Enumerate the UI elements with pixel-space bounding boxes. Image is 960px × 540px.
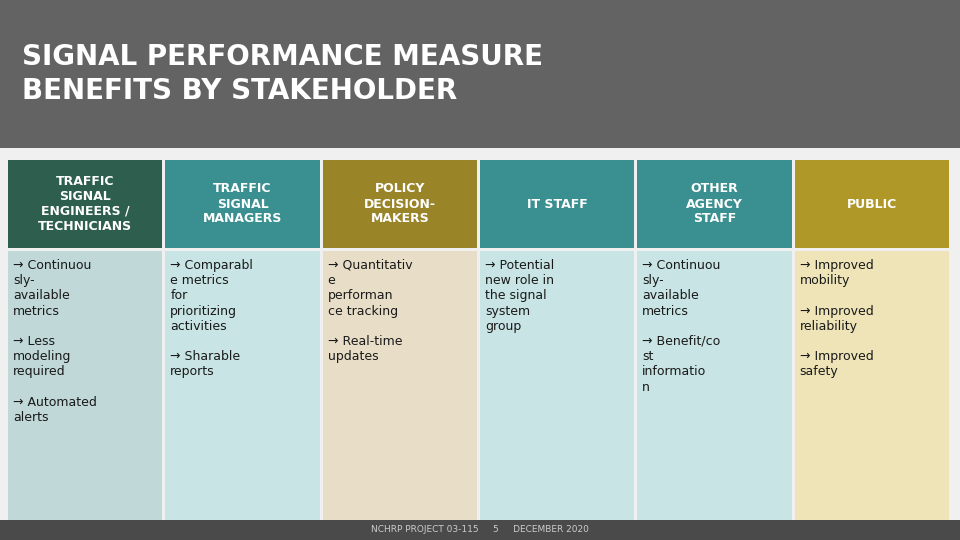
Text: → Potential
new role in
the signal
system
group: → Potential new role in the signal syste… <box>485 259 554 333</box>
FancyBboxPatch shape <box>480 160 635 248</box>
Text: SIGNAL PERFORMANCE MEASURE
BENEFITS BY STAKEHOLDER: SIGNAL PERFORMANCE MEASURE BENEFITS BY S… <box>22 43 543 105</box>
Text: POLICY
DECISION-
MAKERS: POLICY DECISION- MAKERS <box>364 183 436 226</box>
FancyBboxPatch shape <box>165 251 320 521</box>
Text: → Comparabl
e metrics
for
prioritizing
activities

→ Sharable
reports: → Comparabl e metrics for prioritizing a… <box>170 259 253 379</box>
FancyBboxPatch shape <box>0 0 960 148</box>
FancyBboxPatch shape <box>637 160 792 248</box>
FancyBboxPatch shape <box>323 251 477 521</box>
Text: TRAFFIC
SIGNAL
ENGINEERS /
TECHNICIANS: TRAFFIC SIGNAL ENGINEERS / TECHNICIANS <box>38 175 132 233</box>
FancyBboxPatch shape <box>480 251 635 521</box>
FancyBboxPatch shape <box>165 160 320 248</box>
FancyBboxPatch shape <box>323 160 477 248</box>
Text: → Quantitativ
e
performan
ce tracking

→ Real-time
updates: → Quantitativ e performan ce tracking → … <box>327 259 412 363</box>
FancyBboxPatch shape <box>795 160 949 248</box>
Text: OTHER
AGENCY
STAFF: OTHER AGENCY STAFF <box>686 183 743 226</box>
Text: → Continuou
sly-
available
metrics

→ Less
modeling
required

→ Automated
alerts: → Continuou sly- available metrics → Les… <box>13 259 97 424</box>
FancyBboxPatch shape <box>637 251 792 521</box>
Text: → Continuou
sly-
available
metrics

→ Benefit/co
st
informatio
n: → Continuou sly- available metrics → Ben… <box>642 259 721 394</box>
Text: PUBLIC: PUBLIC <box>847 198 897 211</box>
FancyBboxPatch shape <box>0 520 960 540</box>
Text: NCHRP PROJECT 03-115     5     DECEMBER 2020: NCHRP PROJECT 03-115 5 DECEMBER 2020 <box>372 525 588 535</box>
Text: IT STAFF: IT STAFF <box>527 198 588 211</box>
FancyBboxPatch shape <box>795 251 949 521</box>
Text: → Improved
mobility

→ Improved
reliability

→ Improved
safety: → Improved mobility → Improved reliabili… <box>800 259 874 379</box>
FancyBboxPatch shape <box>8 251 162 521</box>
Text: TRAFFIC
SIGNAL
MANAGERS: TRAFFIC SIGNAL MANAGERS <box>203 183 282 226</box>
FancyBboxPatch shape <box>8 160 162 248</box>
